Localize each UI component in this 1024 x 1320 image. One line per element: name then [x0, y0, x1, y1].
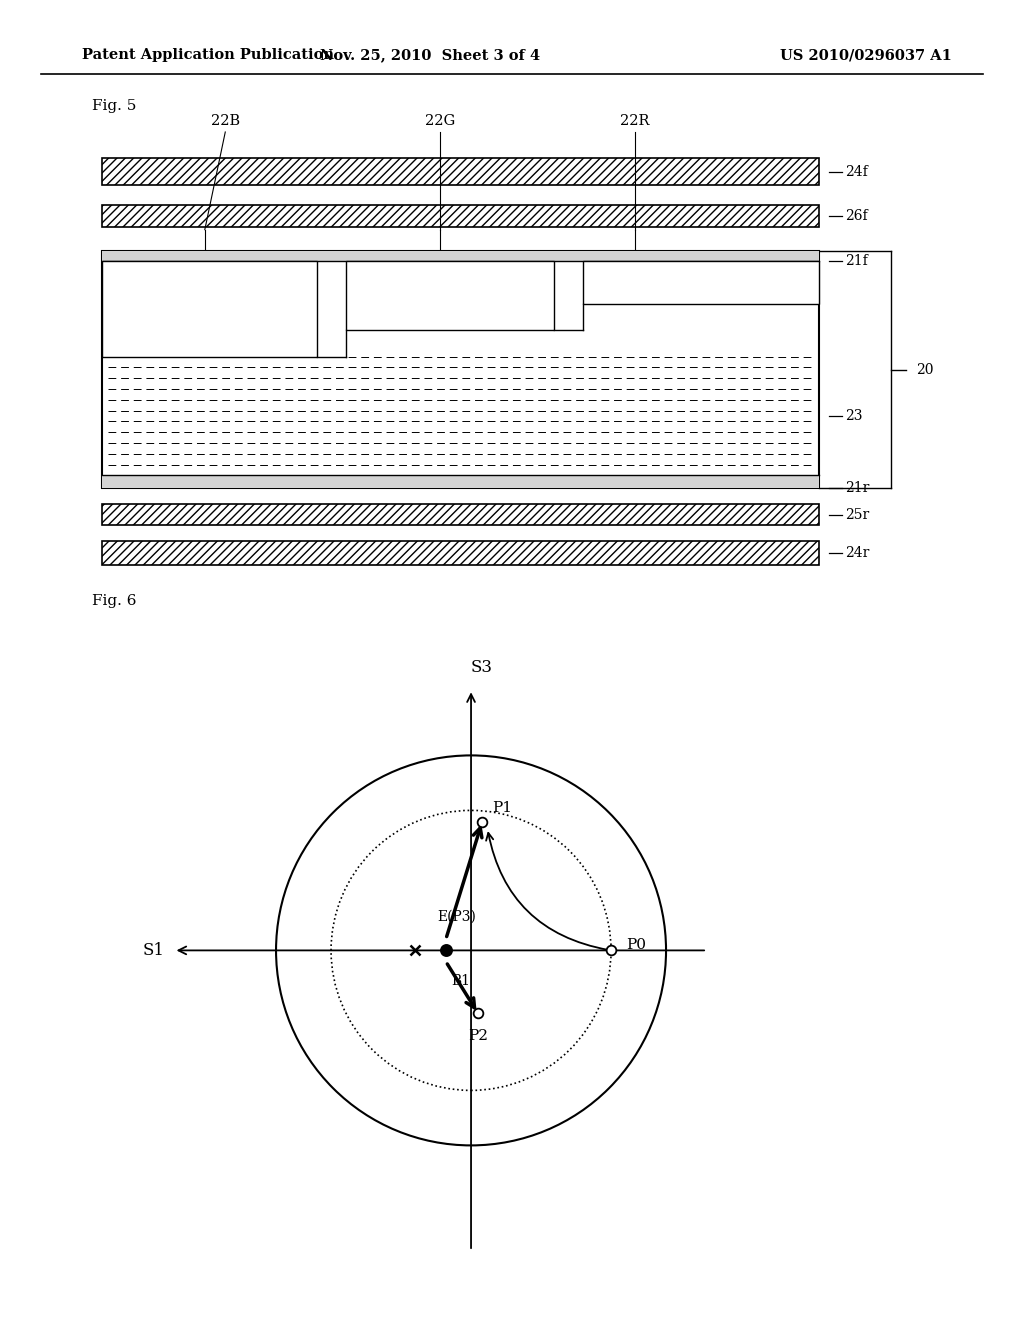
FancyArrowPatch shape — [486, 833, 608, 950]
Text: 22G: 22G — [425, 114, 456, 128]
Text: B1: B1 — [451, 974, 470, 989]
Text: S3: S3 — [470, 659, 493, 676]
Bar — [102, 541, 819, 565]
Text: Fig. 5: Fig. 5 — [92, 99, 136, 112]
Text: 26f: 26f — [845, 209, 867, 223]
Text: 24r: 24r — [845, 546, 869, 560]
Text: 23: 23 — [845, 409, 862, 422]
Bar — [102, 504, 819, 525]
Text: 20: 20 — [916, 363, 934, 376]
Bar — [102, 205, 819, 227]
Text: 25r: 25r — [845, 508, 869, 521]
Text: E(P3): E(P3) — [437, 909, 476, 924]
Bar — [102, 261, 317, 356]
Text: 21f: 21f — [845, 255, 867, 268]
Bar — [102, 251, 819, 488]
Bar — [102, 475, 819, 488]
Bar — [583, 261, 819, 304]
Text: S1: S1 — [142, 942, 164, 958]
Text: P2: P2 — [468, 1030, 488, 1043]
Text: 22B: 22B — [211, 114, 240, 128]
Text: P0: P0 — [627, 939, 646, 952]
Text: Patent Application Publication: Patent Application Publication — [82, 49, 334, 62]
Bar — [346, 261, 554, 330]
Text: 24f: 24f — [845, 165, 867, 178]
Text: 22R: 22R — [621, 114, 649, 128]
Text: US 2010/0296037 A1: US 2010/0296037 A1 — [780, 49, 952, 62]
Text: Nov. 25, 2010  Sheet 3 of 4: Nov. 25, 2010 Sheet 3 of 4 — [321, 49, 540, 62]
Bar — [102, 158, 819, 185]
Bar — [102, 251, 819, 261]
Text: P1: P1 — [493, 801, 512, 814]
Text: Fig. 6: Fig. 6 — [92, 594, 136, 607]
Text: 21r: 21r — [845, 482, 869, 495]
